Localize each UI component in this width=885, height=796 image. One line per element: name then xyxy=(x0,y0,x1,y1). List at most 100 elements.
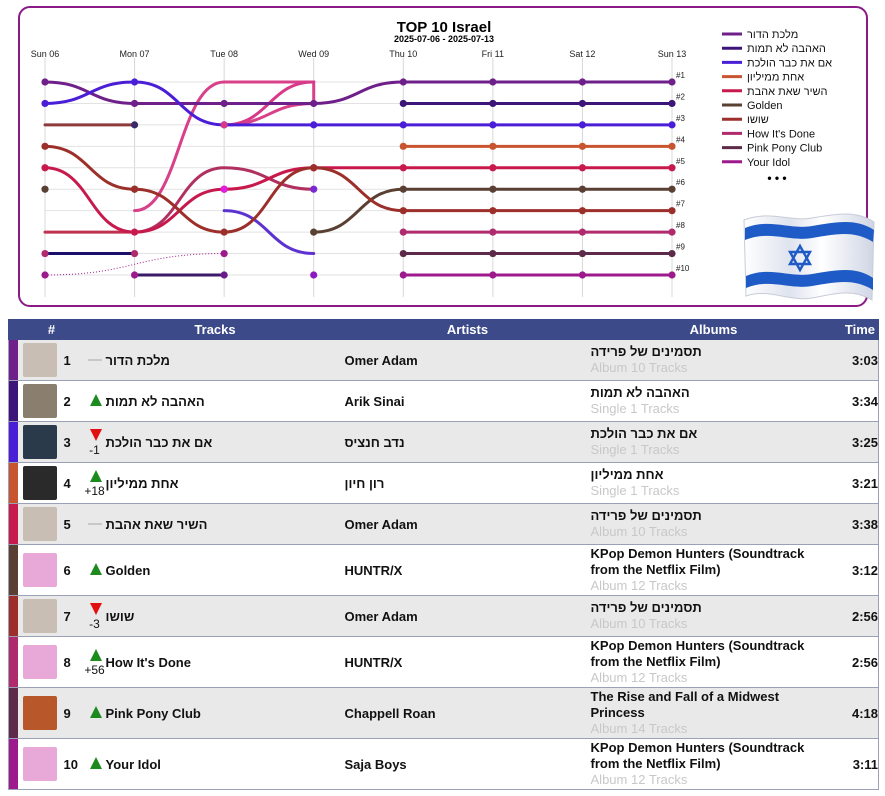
data-point[interactable] xyxy=(130,249,139,258)
table-row[interactable]: 8 +56 How It's Done HUNTR/X KPop Demon Hunte… xyxy=(8,636,880,688)
table-row[interactable]: 2 האהבה לא תמות Arik Sinai האהבה לא תמות Sin… xyxy=(8,380,880,422)
artist-name[interactable]: רון חיון xyxy=(344,462,591,504)
legend-entry[interactable]: השיר שאת אהבת xyxy=(747,86,827,98)
table-row[interactable]: 3 -1 אם את כבר הולכת נדב חנציס אם את כבר הול… xyxy=(8,421,880,463)
series-line[interactable] xyxy=(43,80,316,127)
album-cover-icon[interactable] xyxy=(22,507,57,541)
data-point[interactable] xyxy=(578,164,587,172)
artist-name[interactable]: Omer Adam xyxy=(344,339,591,381)
track-cell[interactable]: +56 How It's Done xyxy=(84,636,345,688)
track-name[interactable]: How It's Done xyxy=(105,654,191,670)
data-point[interactable] xyxy=(399,207,407,215)
data-point[interactable] xyxy=(578,249,587,258)
track-cell[interactable]: מלכת הדור xyxy=(85,339,345,381)
track-name[interactable]: Your Idol xyxy=(105,756,161,772)
data-point[interactable] xyxy=(310,99,318,108)
data-point[interactable] xyxy=(489,249,497,258)
albums-header[interactable]: Albums xyxy=(590,319,838,340)
data-point[interactable] xyxy=(130,271,139,279)
series-line[interactable] xyxy=(43,144,674,234)
track-name[interactable]: שושו xyxy=(105,608,135,624)
legend-entry[interactable]: אם את כבר הולכת xyxy=(747,56,832,69)
album-cell[interactable]: תסמינים של פרידה Album 10 Tracks xyxy=(590,503,837,545)
album-cell[interactable]: KPop Demon Hunters (Soundtrack from the … xyxy=(590,738,837,790)
track-cell[interactable]: Pink Pony Club xyxy=(85,687,345,739)
track-cell[interactable]: האהבה לא תמות xyxy=(85,380,345,422)
data-point[interactable] xyxy=(668,185,676,193)
data-point[interactable] xyxy=(130,185,139,193)
artists-header[interactable]: Artists xyxy=(344,319,592,340)
artist-name[interactable]: Chappell Roan xyxy=(344,687,591,739)
data-point[interactable] xyxy=(399,164,407,172)
data-point[interactable] xyxy=(578,185,587,193)
table-row[interactable]: 7 -3 שושו Omer Adam תסמינים של פרידה Album 10… xyxy=(8,595,880,637)
data-point[interactable] xyxy=(399,228,407,236)
data-point[interactable] xyxy=(578,78,587,86)
data-point[interactable] xyxy=(310,271,318,279)
data-point[interactable] xyxy=(130,121,139,129)
track-cell[interactable]: Golden xyxy=(85,544,345,596)
data-point[interactable] xyxy=(310,164,318,172)
data-point[interactable] xyxy=(578,121,587,129)
track-cell[interactable]: +18 אחת ממיליון xyxy=(84,462,345,504)
album-cell[interactable]: The Rise and Fall of a Midwest Princess A… xyxy=(590,687,837,739)
data-point[interactable] xyxy=(310,185,318,193)
data-point[interactable] xyxy=(668,249,676,258)
legend-entry[interactable]: האהבה לא תמות xyxy=(747,42,826,55)
artist-name[interactable]: HUNTR/X xyxy=(344,636,591,688)
album-cell[interactable]: אחת ממיליון Single 1 Tracks xyxy=(590,462,837,504)
album-cover-icon[interactable] xyxy=(22,343,57,377)
album-cover-icon[interactable] xyxy=(22,553,57,587)
legend-entry[interactable]: Golden xyxy=(747,100,782,112)
table-row[interactable]: 6 Golden HUNTR/X KPop Demon Hunters (Soundt… xyxy=(8,544,880,596)
album-cover-icon[interactable] xyxy=(22,384,57,418)
data-point[interactable] xyxy=(399,271,407,279)
legend-entry[interactable]: שושו xyxy=(747,114,769,126)
legend-entry[interactable]: אחת ממיליון xyxy=(747,71,804,84)
data-point[interactable] xyxy=(578,271,587,279)
album-cell[interactable]: אם את כבר הולכת Single 1 Tracks xyxy=(590,421,837,463)
data-point[interactable] xyxy=(668,164,676,172)
data-point[interactable] xyxy=(399,78,407,86)
track-name[interactable]: השיר שאת אהבת xyxy=(105,516,208,532)
table-row[interactable]: 10 Your Idol Saja Boys KPop Demon Hunters (… xyxy=(8,738,880,790)
album-cover-icon[interactable] xyxy=(22,599,57,633)
data-point[interactable] xyxy=(668,228,676,236)
track-name[interactable]: מלכת הדור xyxy=(105,352,170,368)
data-point[interactable] xyxy=(489,185,497,193)
rank-header[interactable]: # xyxy=(16,319,87,340)
legend-entry[interactable]: Pink Pony Club xyxy=(747,143,822,155)
data-point[interactable] xyxy=(668,121,676,129)
album-title[interactable]: תסמינים של פרידה xyxy=(590,508,702,523)
data-point[interactable] xyxy=(578,207,587,215)
table-row[interactable]: 4 +18 אחת ממיליון רון חיון אחת ממיליון Single… xyxy=(8,462,880,504)
album-cover-icon[interactable] xyxy=(22,645,57,679)
track-name[interactable]: Golden xyxy=(105,562,151,578)
artist-name[interactable]: Arik Sinai xyxy=(344,380,591,422)
track-name[interactable]: אחת ממיליון xyxy=(105,475,179,491)
data-point[interactable] xyxy=(399,249,407,258)
track-cell[interactable]: -1 אם את כבר הולכת xyxy=(85,421,345,463)
album-cover-icon[interactable] xyxy=(22,425,57,459)
data-point[interactable] xyxy=(220,185,228,193)
legend-entry[interactable]: How It's Done xyxy=(747,128,815,140)
album-cover-icon[interactable] xyxy=(22,747,57,781)
data-point[interactable] xyxy=(130,78,139,86)
album-cell[interactable]: KPop Demon Hunters (Soundtrack from the … xyxy=(590,636,837,688)
legend-entry[interactable]: Your Idol xyxy=(747,157,790,169)
album-title[interactable]: KPop Demon Hunters (Soundtrack from the … xyxy=(590,546,805,577)
album-cell[interactable]: תסמינים של פרידה Album 10 Tracks xyxy=(590,595,837,637)
data-point[interactable] xyxy=(310,228,318,236)
data-point[interactable] xyxy=(399,99,407,108)
track-name[interactable]: אם את כבר הולכת xyxy=(105,434,213,450)
data-point[interactable] xyxy=(489,207,497,215)
data-point[interactable] xyxy=(130,99,139,108)
data-point[interactable] xyxy=(310,121,318,129)
data-point[interactable] xyxy=(489,271,497,279)
data-point[interactable] xyxy=(130,228,139,236)
album-title[interactable]: KPop Demon Hunters (Soundtrack from the … xyxy=(590,638,805,669)
data-point[interactable] xyxy=(399,185,407,193)
album-cover-icon[interactable] xyxy=(22,466,57,500)
track-cell[interactable]: השיר שאת אהבת xyxy=(85,503,345,545)
track-name[interactable]: האהבה לא תמות xyxy=(105,393,205,409)
